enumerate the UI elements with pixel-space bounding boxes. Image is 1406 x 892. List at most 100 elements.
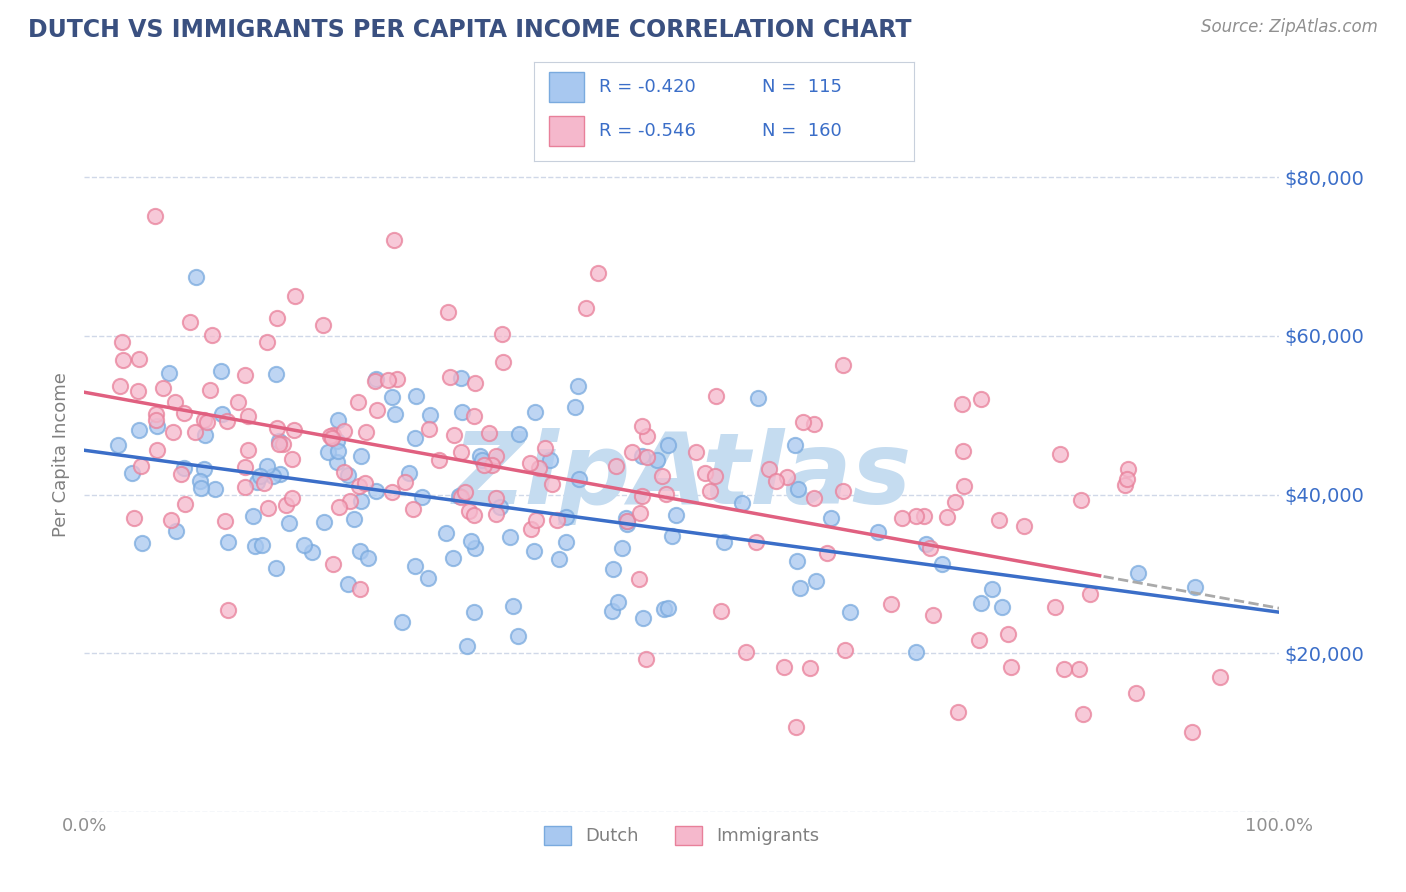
- Point: [349, 494, 371, 508]
- Point: [458, 504, 481, 518]
- Point: [143, 209, 166, 223]
- Point: [485, 491, 508, 505]
- Point: [472, 458, 495, 473]
- Point: [1116, 472, 1139, 486]
- Point: [652, 602, 675, 616]
- Point: [1000, 660, 1022, 674]
- Point: [471, 453, 494, 467]
- Point: [381, 485, 404, 500]
- Point: [322, 427, 344, 442]
- Point: [243, 539, 266, 553]
- Point: [524, 513, 547, 527]
- Point: [1126, 566, 1149, 580]
- Point: [834, 642, 856, 657]
- Bar: [550, 72, 583, 102]
- Point: [533, 442, 555, 456]
- Point: [280, 491, 302, 505]
- Point: [1181, 724, 1204, 739]
- Point: [347, 394, 370, 409]
- Point: [201, 327, 224, 342]
- Point: [931, 557, 953, 571]
- Point: [179, 315, 201, 329]
- Point: [464, 376, 486, 391]
- Point: [485, 507, 508, 521]
- Point: [772, 659, 794, 673]
- Point: [456, 639, 478, 653]
- Point: [404, 558, 426, 573]
- Point: [912, 508, 935, 523]
- Point: [441, 550, 464, 565]
- Point: [468, 449, 491, 463]
- Point: [655, 486, 678, 500]
- Point: [1049, 447, 1071, 461]
- Point: [382, 233, 405, 247]
- Point: [162, 425, 184, 439]
- Point: [935, 510, 957, 524]
- Point: [627, 572, 650, 586]
- Point: [214, 514, 236, 528]
- Point: [322, 558, 344, 572]
- Point: [165, 395, 187, 409]
- Point: [699, 484, 721, 499]
- Point: [914, 537, 936, 551]
- Point: [384, 407, 406, 421]
- Point: [354, 425, 377, 439]
- Point: [614, 511, 637, 525]
- Point: [541, 477, 564, 491]
- Point: [735, 645, 758, 659]
- Point: [610, 541, 633, 556]
- Point: [186, 270, 208, 285]
- Point: [121, 467, 143, 481]
- Point: [905, 508, 928, 523]
- Point: [447, 490, 470, 504]
- Point: [685, 445, 707, 459]
- Point: [575, 301, 598, 316]
- Text: ZipAtlas: ZipAtlas: [453, 428, 911, 524]
- Point: [267, 434, 290, 449]
- Point: [1073, 706, 1095, 721]
- Point: [1053, 662, 1076, 676]
- Point: [450, 444, 472, 458]
- Point: [1067, 662, 1090, 676]
- Point: [157, 367, 180, 381]
- Point: [745, 535, 768, 549]
- Point: [789, 581, 811, 595]
- Point: [695, 466, 717, 480]
- Point: [217, 534, 239, 549]
- Point: [463, 508, 485, 522]
- Point: [266, 367, 288, 381]
- Point: [108, 379, 131, 393]
- Point: [747, 391, 769, 405]
- Point: [803, 491, 825, 505]
- Point: [519, 456, 541, 470]
- Point: [799, 660, 821, 674]
- Point: [792, 415, 814, 429]
- Point: [657, 437, 679, 451]
- Point: [301, 545, 323, 559]
- Point: [491, 355, 513, 369]
- Point: [343, 512, 366, 526]
- Point: [631, 449, 654, 463]
- Point: [450, 405, 472, 419]
- Point: [633, 611, 655, 625]
- Point: [246, 475, 269, 490]
- Point: [464, 541, 486, 556]
- Point: [128, 424, 150, 438]
- Point: [538, 452, 561, 467]
- Point: [250, 538, 273, 552]
- Point: [326, 444, 349, 458]
- Point: [256, 459, 278, 474]
- Point: [193, 462, 215, 476]
- Point: [636, 429, 658, 443]
- Point: [391, 615, 413, 630]
- Point: [502, 599, 524, 613]
- Point: [524, 405, 547, 419]
- Point: [354, 475, 377, 490]
- Point: [233, 479, 256, 493]
- Point: [128, 352, 150, 367]
- Point: [387, 372, 409, 386]
- Point: [434, 525, 457, 540]
- Point: [256, 501, 278, 516]
- Text: R = -0.546: R = -0.546: [599, 122, 696, 140]
- Point: [547, 552, 569, 566]
